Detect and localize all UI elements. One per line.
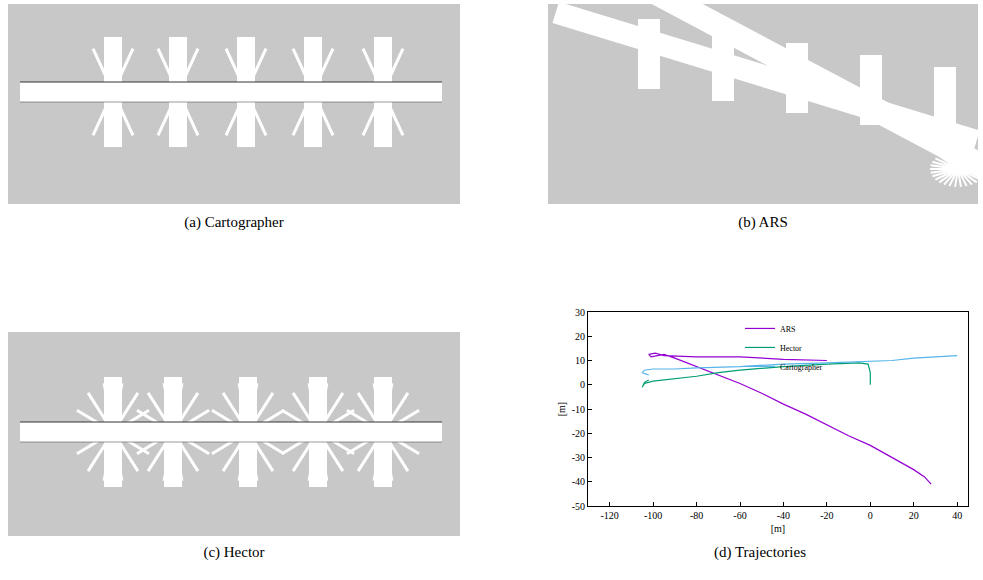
svg-text:-80: -80 xyxy=(690,510,703,521)
svg-text:-30: -30 xyxy=(572,452,585,463)
svg-text:-20: -20 xyxy=(572,428,585,439)
svg-text:20: 20 xyxy=(909,510,919,521)
svg-text:-120: -120 xyxy=(601,510,619,521)
html-text:(b) ARS: (b) ARS xyxy=(738,214,788,230)
html-text:(a) Cartographer: (a) Cartographer xyxy=(184,214,284,230)
svg-text:ARS: ARS xyxy=(780,325,796,334)
svg-text:10: 10 xyxy=(575,355,585,366)
svg-text:20: 20 xyxy=(575,331,585,342)
html-text:(d) Trajectories: (d) Trajectories xyxy=(714,544,806,560)
svg-text:30: 30 xyxy=(575,307,585,318)
svg-text:-10: -10 xyxy=(572,404,585,415)
svg-text:40: 40 xyxy=(952,510,962,521)
svg-text:-100: -100 xyxy=(644,510,662,521)
svg-text:[m]: [m] xyxy=(556,402,567,416)
svg-text:-40: -40 xyxy=(777,510,790,521)
svg-text:-60: -60 xyxy=(733,510,746,521)
svg-text:0: 0 xyxy=(580,379,585,390)
html-text:(c) Hector: (c) Hector xyxy=(203,544,265,560)
svg-text:-20: -20 xyxy=(820,510,833,521)
svg-text:Cartographer: Cartographer xyxy=(780,363,823,372)
svg-text:Hector: Hector xyxy=(780,344,802,353)
svg-text:-40: -40 xyxy=(572,476,585,487)
svg-text:-50: -50 xyxy=(572,501,585,512)
svg-text:0: 0 xyxy=(868,510,873,521)
svg-text:[m]: [m] xyxy=(771,523,785,534)
